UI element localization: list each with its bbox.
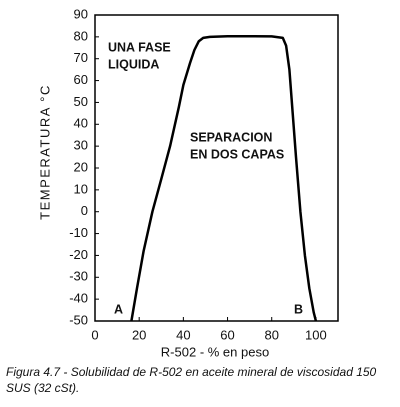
y-tick-label: 0 <box>81 203 88 218</box>
annotation: EN DOS CAPAS <box>190 147 284 161</box>
y-tick-label: -30 <box>69 269 88 284</box>
y-tick-label: 80 <box>74 28 88 43</box>
annotation: B <box>294 302 303 316</box>
y-axis-label: TEMPERATURA °C <box>37 84 52 220</box>
chart: TEMPERATURA °C R-502 - % en peso -50 -40 -… <box>37 6 339 359</box>
annotation: SEPARACION <box>190 130 272 144</box>
y-tick-label: -10 <box>69 225 88 240</box>
y-tick-label: 10 <box>74 181 88 196</box>
y-tick-label: 50 <box>74 94 88 109</box>
y-tick-label: -50 <box>69 312 88 327</box>
y-tick-label: 70 <box>74 50 88 65</box>
y-tick-label: -20 <box>69 247 88 262</box>
x-axis-label: R-502 - % en peso <box>161 344 269 359</box>
y-tick-label: 20 <box>74 159 88 174</box>
x-tick-label: 80 <box>264 327 278 342</box>
x-tick-label: 60 <box>220 327 234 342</box>
x-tick-label: 0 <box>91 327 98 342</box>
y-tick-label: -40 <box>69 291 88 306</box>
y-tick-label: 60 <box>74 72 88 87</box>
annotation: A <box>114 302 123 316</box>
annotation: LIQUIDA <box>108 57 159 71</box>
y-tick-label: 90 <box>74 6 88 21</box>
x-tick-label: 100 <box>305 327 327 342</box>
x-tick-label: 20 <box>132 327 146 342</box>
y-tick-label: 40 <box>74 116 88 131</box>
annotation: UNA FASE <box>108 40 171 54</box>
solubility-curve <box>130 34 318 322</box>
y-tick-label: 30 <box>74 138 88 153</box>
x-tick-label: 40 <box>176 327 190 342</box>
caption: Figura 4.7 - Solubilidad de R-502 en ace… <box>6 365 377 395</box>
